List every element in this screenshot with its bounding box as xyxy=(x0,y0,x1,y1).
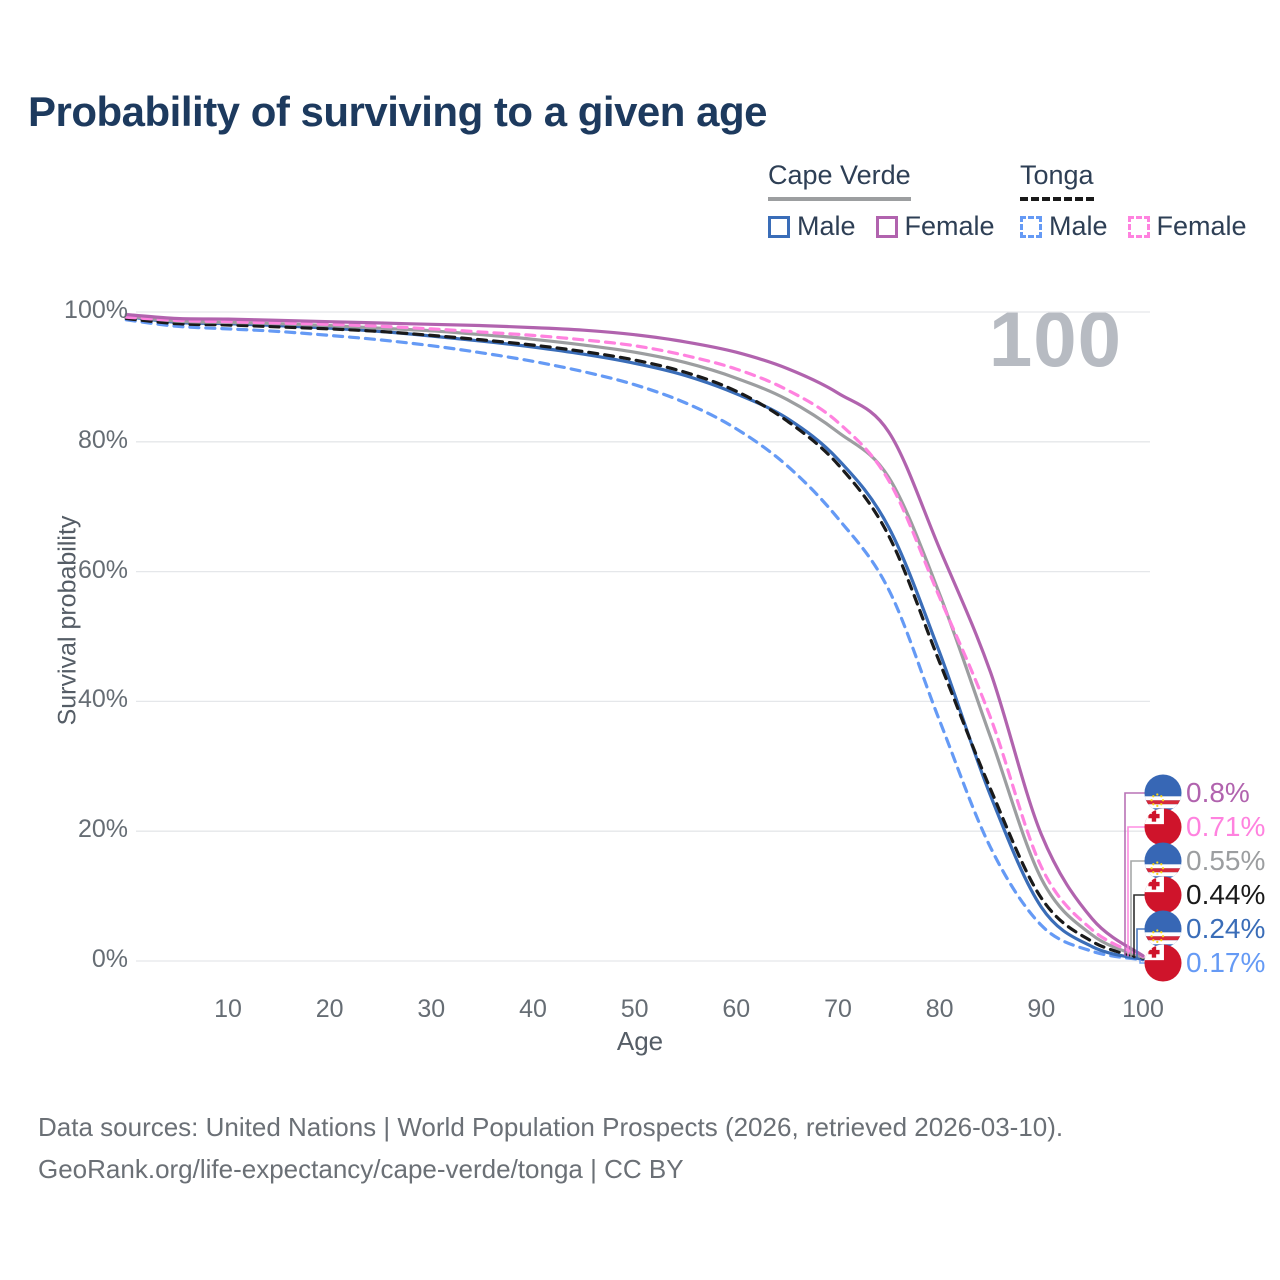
legend-item-label: Female xyxy=(1156,211,1247,241)
legend-country-cape-verde[interactable]: Cape Verde xyxy=(768,160,911,201)
legend-item-label: Male xyxy=(797,211,856,241)
curve-tonga-both-sexes xyxy=(124,316,1145,960)
age-100-watermark: 100 xyxy=(988,295,1122,383)
x-tick-label: 90 xyxy=(1027,995,1056,1023)
legend-item-tonga-male[interactable]: Male xyxy=(1020,211,1108,242)
legend: Cape Verde Male Female Tonga Male xyxy=(0,160,1280,250)
curve-cape-verde-both-sexes xyxy=(124,314,1145,959)
curve-tonga-female xyxy=(124,315,1145,958)
y-tick-label: 100% xyxy=(64,296,128,324)
x-tick-label: 30 xyxy=(417,995,446,1023)
leader-line xyxy=(1124,792,1146,956)
end-label-row: 0.17% xyxy=(1144,944,1265,982)
end-label-value: 0.17% xyxy=(1186,947,1266,978)
y-tick-label: 20% xyxy=(77,815,128,844)
dashed-male-swatch-icon xyxy=(1020,215,1042,238)
solid-female-swatch-icon xyxy=(875,215,898,238)
cape-verde-flag-icon xyxy=(1144,774,1182,812)
end-label-value: 0.55% xyxy=(1186,845,1266,876)
curve-cape-verde-male xyxy=(124,314,1145,961)
end-label-value: 0.24% xyxy=(1186,913,1266,944)
end-label-row: 0.8% xyxy=(1144,774,1250,812)
y-tick-label: 40% xyxy=(77,685,128,714)
x-tick-label: 40 xyxy=(519,995,547,1023)
x-axis-title: Age xyxy=(616,1026,664,1056)
legend-item-label: Female xyxy=(904,211,995,241)
legend-item-cape-verde-male[interactable]: Male xyxy=(768,211,856,242)
end-label-row: 0.55% xyxy=(1144,842,1265,880)
curve-cape-verde-female xyxy=(124,313,1145,958)
x-tick-label: 20 xyxy=(315,995,344,1023)
tonga-flag-icon xyxy=(1144,944,1182,982)
y-tick-label: 0% xyxy=(91,945,128,973)
end-label-value: 0.44% xyxy=(1186,879,1266,910)
x-tick-label: 80 xyxy=(925,995,954,1023)
legend-item-cape-verde-female[interactable]: Female xyxy=(875,211,995,242)
x-tick-label: 50 xyxy=(620,995,649,1023)
y-axis-title: Survival probability xyxy=(53,515,82,726)
footer: Data sources: United Nations | World Pop… xyxy=(38,1106,1063,1190)
legend-item-label: Male xyxy=(1049,211,1108,241)
x-tick-label: 10 xyxy=(214,995,242,1023)
legend-group-tonga: Tonga Male Female xyxy=(1020,160,1247,242)
x-tick-label: 60 xyxy=(722,995,751,1023)
legend-group-cape-verde: Cape Verde Male Female xyxy=(768,160,995,242)
end-label-row: 0.44% xyxy=(1144,876,1265,914)
end-label-value: 0.8% xyxy=(1186,777,1250,808)
end-label-value: 0.71% xyxy=(1186,811,1266,842)
x-tick-label: 70 xyxy=(824,995,852,1023)
legend-item-tonga-female[interactable]: Female xyxy=(1127,211,1247,242)
attribution-line: GeoRank.org/life-expectancy/cape-verde/t… xyxy=(38,1154,684,1184)
tonga-flag-icon xyxy=(1144,876,1182,914)
curve-tonga-male xyxy=(124,318,1145,962)
dashed-female-swatch-icon xyxy=(1127,215,1150,238)
cape-verde-flag-icon xyxy=(1144,842,1182,880)
end-label-row: 0.71% xyxy=(1144,808,1265,846)
end-label-row: 0.24% xyxy=(1144,910,1265,948)
y-tick-label: 80% xyxy=(77,425,128,454)
page-title: Probability of surviving to a given age xyxy=(28,88,767,135)
x-tick-label: 100 xyxy=(1122,995,1164,1023)
cape-verde-flag-icon xyxy=(1144,910,1182,948)
y-tick-label: 60% xyxy=(77,555,128,584)
legend-country-tonga[interactable]: Tonga xyxy=(1020,160,1094,201)
solid-male-swatch-icon xyxy=(768,215,790,238)
tonga-flag-icon xyxy=(1144,808,1182,846)
data-source-line: Data sources: United Nations | World Pop… xyxy=(38,1112,1064,1142)
